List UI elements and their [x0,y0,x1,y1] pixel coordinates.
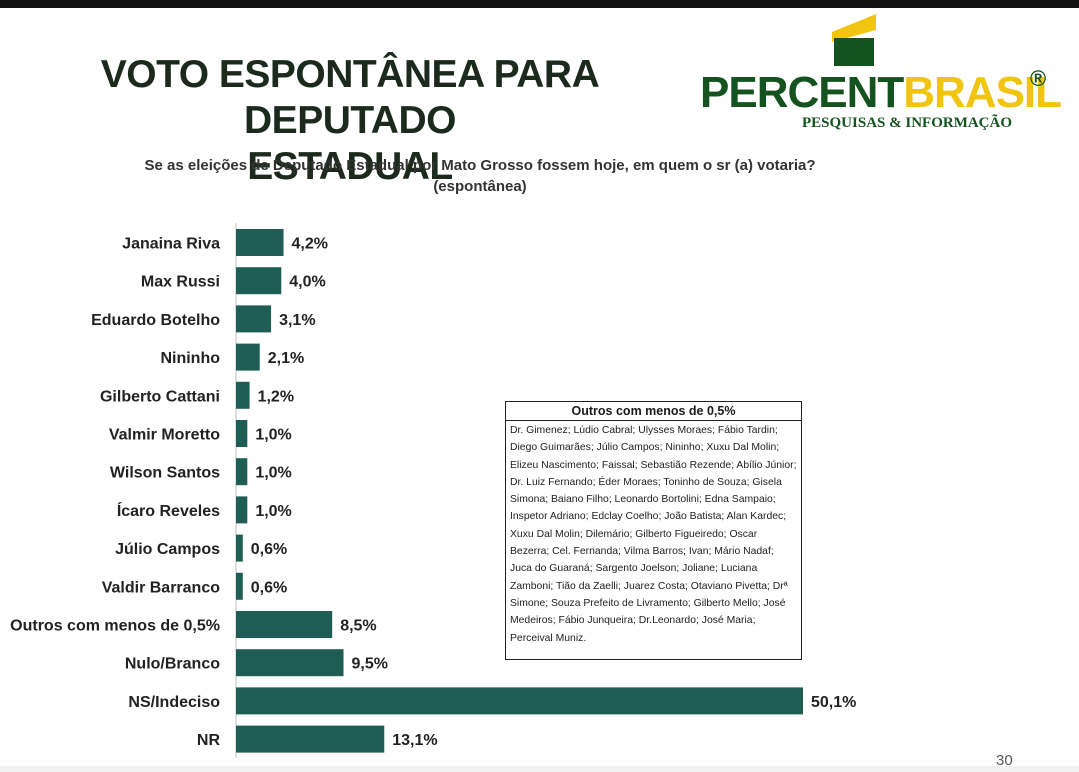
category-label-12: NS/Indeciso [128,694,220,711]
value-label-0: 4,2% [292,236,328,253]
category-label-13: NR [197,732,221,749]
logo-tagline: PESQUISAS & INFORMAÇÃO [802,115,1013,131]
bar-13 [236,725,385,753]
bar-1 [236,267,282,295]
page-title: VOTO ESPONTÂNEA PARA DEPUTADO ESTADUAL [10,52,690,190]
bar-2 [236,305,272,333]
logo-mark-icon [832,14,876,66]
value-label-5: 1,0% [255,427,291,444]
top-border [0,0,1079,8]
category-label-2: Eduardo Botelho [91,312,220,329]
bar-3 [236,343,260,371]
percentbrasil-logo: PERCENTBRASIL ® PESQUISAS & INFORMAÇÃO [700,12,1062,137]
category-label-0: Janaina Riva [122,236,220,253]
bar-10 [236,611,333,638]
bar-6 [236,458,248,486]
category-label-3: Nininho [160,350,220,367]
category-label-5: Valmir Moretto [109,427,220,444]
chart-subtitle: Se as eleições de Deputado Estadual por … [100,155,860,197]
logo-word-percent: PERCENT [700,68,904,117]
others-info-box: Outros com menos de 0,5% Dr. Gimenez; Lú… [505,401,802,660]
category-label-8: Júlio Campos [115,541,220,558]
title-line-1: VOTO ESPONTÂNEA PARA DEPUTADO [100,53,600,142]
title-line-2: ESTADUAL [247,145,453,188]
category-label-7: Ícaro Reveles [117,501,220,520]
value-label-6: 1,0% [255,465,291,482]
category-label-1: Max Russi [141,274,220,291]
logo-word-brasil: BRASIL [903,68,1062,117]
others-box-text: Dr. Gimenez; Lúdio Cabral; Ulysses Morae… [510,425,797,644]
bottom-border [0,766,1079,772]
bar-8 [236,534,243,562]
value-label-8: 0,6% [251,541,287,558]
bar-4 [236,381,250,409]
category-label-11: Nulo/Branco [125,656,220,673]
value-label-12: 50,1% [811,694,856,711]
value-label-4: 1,2% [258,388,294,405]
value-label-9: 0,6% [251,579,287,596]
value-label-13: 13,1% [392,732,437,749]
bar-5 [236,420,248,447]
value-label-10: 8,5% [340,618,376,635]
value-label-3: 2,1% [268,350,304,367]
registered-mark: ® [1030,66,1047,91]
value-label-11: 9,5% [352,656,388,673]
category-label-10: Outros com menos de 0,5% [10,618,220,635]
bar-7 [236,496,248,524]
value-label-2: 3,1% [279,312,315,329]
category-label-4: Gilberto Cattani [100,388,220,405]
subtitle-line-1: Se as eleições de Deputado Estadual por … [144,157,816,174]
others-box-title: Outros com menos de 0,5% [506,402,801,421]
bar-0 [236,229,284,256]
category-label-6: Wilson Santos [110,465,220,482]
bar-9 [236,572,243,600]
bar-11 [236,649,344,677]
logo-wordmark: PERCENTBRASIL [700,68,1062,117]
subtitle-line-2: (espontânea) [433,178,527,195]
page-number: 30 [996,752,1013,769]
value-label-7: 1,0% [255,503,291,520]
category-label-9: Valdir Barranco [102,579,221,596]
value-label-1: 4,0% [289,274,325,291]
bar-12 [236,687,803,715]
